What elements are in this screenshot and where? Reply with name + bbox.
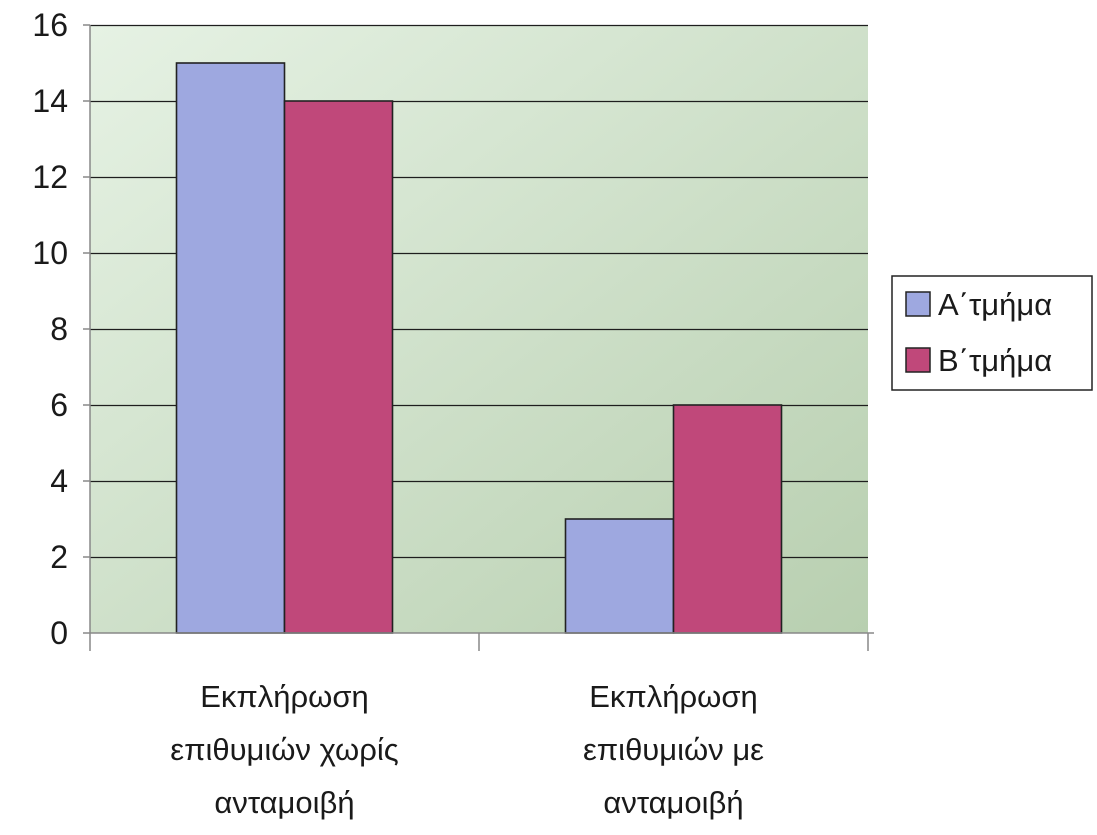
y-tick-label: 14 <box>32 83 68 119</box>
legend-item-a-tmima: A΄τμήμα <box>905 287 1052 322</box>
y-tick-label: 0 <box>50 615 68 651</box>
legend-item-b-tmima: B΄τμήμα <box>905 343 1052 378</box>
x-category-label: Εκπλήρωση επιθυμιών με ανταμοιβή <box>583 679 764 820</box>
bar-a-tmima-1 <box>175 62 286 634</box>
y-tick-label: 8 <box>50 311 68 347</box>
legend-swatch <box>905 347 931 373</box>
legend-swatch <box>905 291 931 317</box>
y-tick-label: 12 <box>32 159 68 195</box>
x-category-label-line: ανταμοιβή <box>603 785 743 820</box>
x-category-label: Εκπλήρωση επιθυμιών χωρίς ανταμοιβή <box>170 679 398 820</box>
legend-label: B΄τμήμα <box>938 343 1052 378</box>
x-category-label-line: ανταμοιβή <box>214 785 354 820</box>
y-tick-label: 6 <box>50 387 68 423</box>
y-tick-label: 2 <box>50 539 68 575</box>
legend: A΄τμήμα B΄τμήμα <box>891 275 1093 391</box>
bar-a-tmima-2 <box>564 518 675 634</box>
y-tick-label: 16 <box>32 7 68 43</box>
legend-label: A΄τμήμα <box>938 287 1052 322</box>
y-tick-label: 10 <box>32 235 68 271</box>
x-category-label-line: επιθυμιών με <box>583 732 764 767</box>
axis-labels: 0 2 4 6 8 10 12 14 16 Εκπλήρωση επιθυμιών χωρίς αντ… <box>32 7 764 820</box>
y-tick-label: 4 <box>50 463 68 499</box>
x-category-label-line: Εκπλήρωση <box>200 679 369 714</box>
bar-b-tmima-1 <box>283 100 394 634</box>
bar-b-tmima-2 <box>672 404 783 634</box>
x-category-label-line: επιθυμιών χωρίς <box>170 732 398 767</box>
axes <box>83 24 874 651</box>
bars <box>175 62 783 634</box>
x-category-label-line: Εκπλήρωση <box>589 679 758 714</box>
